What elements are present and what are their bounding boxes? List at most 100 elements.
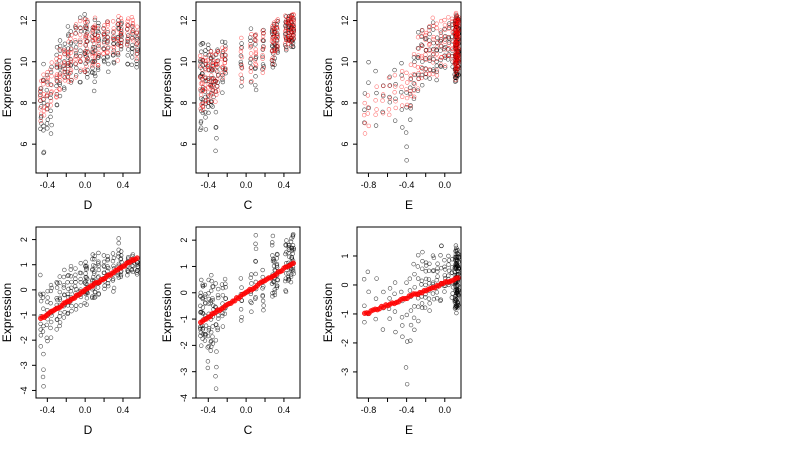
- data-point: [442, 17, 447, 23]
- data-point: [101, 47, 107, 52]
- data-point: [214, 364, 219, 370]
- data-point: [427, 281, 432, 286]
- data-point: [210, 298, 215, 303]
- fitted-point: [290, 260, 297, 266]
- data-point: [399, 315, 405, 320]
- data-point: [61, 85, 67, 90]
- data-point: [210, 296, 215, 301]
- data-point: [73, 61, 79, 67]
- data-point: [455, 289, 461, 295]
- data-point: [57, 289, 63, 295]
- data-point: [41, 96, 46, 102]
- data-point: [111, 44, 116, 49]
- y-tick-label: 8: [340, 100, 350, 105]
- data-point: [286, 245, 291, 250]
- data-point: [290, 251, 296, 256]
- data-point: [419, 301, 425, 306]
- data-point: [239, 314, 244, 320]
- data-point: [423, 52, 428, 57]
- data-point: [134, 262, 140, 267]
- data-point: [96, 43, 101, 49]
- data-point: [260, 293, 265, 298]
- data-point: [411, 51, 417, 57]
- data-point: [202, 85, 208, 91]
- data-point: [248, 42, 253, 47]
- data-point: [48, 114, 53, 120]
- data-point: [105, 19, 110, 24]
- data-point: [78, 26, 83, 31]
- data-point: [420, 258, 425, 264]
- data-point: [203, 67, 209, 73]
- data-point: [101, 55, 106, 60]
- data-point: [92, 71, 97, 76]
- x-tick-label: 0.4: [278, 405, 291, 415]
- data-point: [408, 117, 413, 122]
- data-point: [105, 35, 111, 40]
- data-point: [272, 290, 277, 295]
- data-point: [102, 23, 107, 28]
- data-point: [286, 277, 291, 282]
- data-point: [84, 275, 89, 280]
- x-axis-label: E: [405, 423, 413, 437]
- data-point: [261, 66, 266, 71]
- data-point: [62, 292, 67, 298]
- data-point: [290, 243, 296, 248]
- data-point: [48, 82, 53, 87]
- data-point: [220, 79, 226, 85]
- data-point: [248, 275, 253, 280]
- x-axis-label: C: [244, 423, 253, 437]
- data-point: [115, 58, 120, 63]
- plot-area: [198, 232, 297, 391]
- data-point: [130, 42, 135, 48]
- data-point: [62, 75, 67, 80]
- data-point: [129, 29, 135, 34]
- data-point: [41, 367, 46, 372]
- data-point: [415, 35, 421, 40]
- data-point: [54, 62, 60, 68]
- data-point: [91, 41, 97, 46]
- data-point: [208, 348, 213, 353]
- data-point: [90, 54, 95, 59]
- x-tick-label: -0.4: [40, 180, 56, 190]
- data-point: [213, 125, 218, 130]
- data-point: [85, 59, 90, 64]
- data-point: [95, 28, 101, 34]
- data-point: [91, 271, 97, 276]
- data-point: [38, 291, 43, 297]
- data-point: [96, 20, 101, 26]
- data-point: [220, 50, 225, 56]
- data-point: [253, 32, 259, 37]
- data-point: [92, 79, 97, 84]
- data-point: [49, 60, 54, 65]
- data-point: [84, 63, 89, 69]
- data-point: [387, 74, 392, 80]
- data-point: [203, 292, 208, 297]
- data-point: [68, 67, 74, 73]
- data-point: [415, 46, 421, 51]
- y-tick-label: 10: [19, 57, 29, 67]
- data-point: [200, 107, 206, 112]
- x-tick-label: -0.4: [40, 405, 56, 415]
- data-point: [95, 33, 101, 38]
- data-point: [222, 69, 227, 74]
- data-point: [411, 94, 417, 100]
- data-point: [275, 44, 280, 50]
- y-tick-label: 12: [340, 16, 350, 26]
- data-point: [411, 96, 417, 102]
- data-point: [44, 107, 49, 112]
- data-point: [404, 144, 409, 149]
- data-point: [77, 42, 83, 48]
- data-point: [125, 255, 131, 260]
- data-point: [49, 89, 54, 94]
- data-point: [392, 280, 398, 285]
- data-point: [119, 40, 124, 46]
- data-point: [260, 56, 265, 61]
- data-point: [54, 94, 59, 99]
- data-point: [78, 37, 83, 43]
- data-point: [202, 282, 208, 288]
- data-point: [456, 292, 461, 298]
- data-point: [206, 344, 211, 349]
- data-point: [198, 120, 204, 125]
- data-point: [238, 49, 244, 54]
- data-point: [215, 83, 220, 89]
